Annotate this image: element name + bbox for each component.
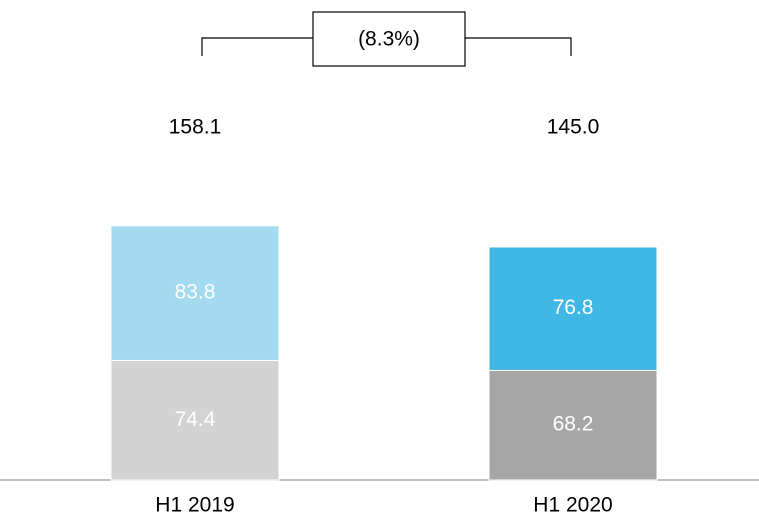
segment-label: 83.8 [175, 281, 216, 304]
change-bracket [201, 11, 572, 67]
bar-segment [488, 369, 658, 481]
segment-label: 68.2 [553, 413, 594, 436]
annotation: (8.3%) [358, 28, 420, 51]
x-tick-label: H1 2020 [533, 494, 612, 517]
bracket-right [465, 37, 572, 56]
total-label: 145.0 [547, 116, 600, 139]
bracket-left [201, 37, 313, 56]
bar-segment [110, 359, 280, 481]
bar-segment [110, 225, 280, 361]
segment-label: 76.8 [553, 296, 594, 319]
annotation-box [312, 11, 466, 67]
segment-label: 74.4 [175, 408, 216, 431]
x-tick-label: H1 2019 [155, 494, 234, 517]
total-label: 158.1 [169, 116, 222, 139]
bar-segment [488, 246, 658, 371]
